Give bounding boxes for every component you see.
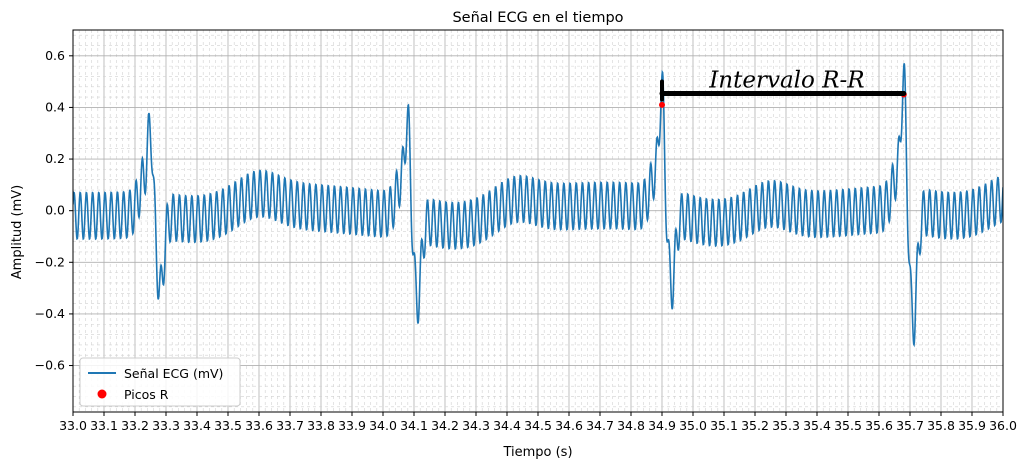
x-tick-label: 35.2 — [741, 418, 769, 433]
x-tick-label: 33.9 — [338, 418, 366, 433]
x-tick-label: 35.6 — [865, 418, 893, 433]
rr-interval-annotation: Intervalo R-R — [659, 68, 907, 102]
x-tick-label: 34.1 — [400, 418, 428, 433]
x-tick-label: 33.3 — [152, 418, 180, 433]
x-tick-label: 34.9 — [648, 418, 676, 433]
x-tick-label: 33.6 — [245, 418, 273, 433]
axis-ticks: 33.0 33.1 33.2 33.3 33.4 33.5 33.6 33.7 33.8 33.9… — [35, 48, 1017, 433]
x-tick-label: 33.7 — [276, 418, 304, 433]
x-tick-label: 34.2 — [431, 418, 459, 433]
x-tick-label: 33.8 — [307, 418, 335, 433]
x-tick-label: 34.0 — [369, 418, 397, 433]
y-tick-label: −0.2 — [35, 254, 65, 269]
x-tick-label: 35.9 — [958, 418, 986, 433]
x-tick-label: 36.0 — [989, 418, 1017, 433]
chart-title: Señal ECG en el tiempo — [452, 10, 623, 26]
x-tick-label: 33.5 — [214, 418, 242, 433]
grid — [72, 30, 1004, 412]
x-tick-label: 34.6 — [555, 418, 583, 433]
x-tick-label: 33.2 — [121, 418, 149, 433]
x-tick-label: 34.5 — [524, 418, 552, 433]
rr-interval-label: Intervalo R-R — [708, 68, 864, 94]
x-tick-label: 34.3 — [462, 418, 490, 433]
y-tick-label: 0.4 — [45, 99, 65, 114]
x-tick-label: 35.3 — [772, 418, 800, 433]
y-tick-label: −0.4 — [35, 306, 65, 321]
x-tick-label: 33.4 — [183, 418, 211, 433]
y-axis-label: Amplitud (mV) — [10, 185, 25, 279]
legend: Señal ECG (mV) Picos R — [79, 357, 241, 407]
legend-label-peaks: Picos R — [124, 387, 169, 402]
x-axis-label: Tiempo (s) — [502, 445, 572, 460]
x-tick-label: 33.0 — [59, 418, 87, 433]
x-tick-label: 35.1 — [710, 418, 738, 433]
x-tick-label: 35.8 — [927, 418, 955, 433]
x-tick-label: 35.0 — [679, 418, 707, 433]
y-tick-label: 0.6 — [45, 48, 65, 63]
legend-label-ecg: Señal ECG (mV) — [124, 366, 223, 381]
x-tick-label: 34.8 — [617, 418, 645, 433]
x-tick-label: 34.7 — [586, 418, 614, 433]
x-tick-label: 35.4 — [803, 418, 831, 433]
x-tick-label: 35.5 — [834, 418, 862, 433]
x-tick-label: 35.7 — [896, 418, 924, 433]
y-tick-label: 0.2 — [45, 151, 65, 166]
x-tick-label: 34.4 — [493, 418, 521, 433]
r-peak-marker — [659, 101, 665, 108]
ecg-signal-line — [73, 63, 1003, 348]
y-tick-label: −0.6 — [35, 358, 65, 373]
x-tick-label: 33.1 — [90, 418, 118, 433]
legend-marker-peaks — [97, 389, 107, 399]
y-tick-label: 0.0 — [45, 203, 65, 218]
